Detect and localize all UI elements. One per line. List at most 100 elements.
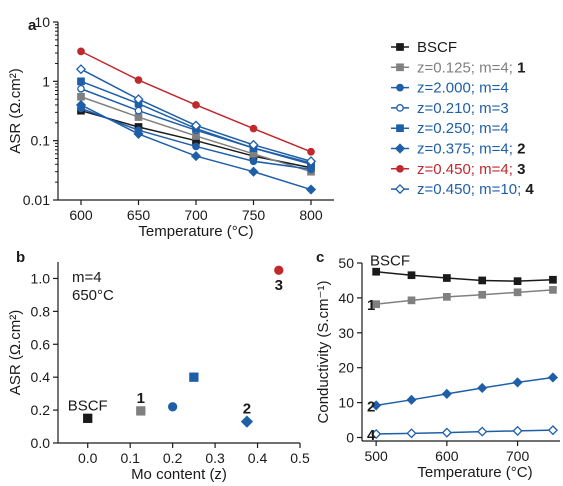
series-5-point (190, 150, 202, 162)
legend-series-name: z=0.450; m=10; (417, 181, 521, 198)
legend-marker-6 (396, 164, 404, 173)
series-3-point (371, 428, 382, 440)
y-tick-label: 0.1 (31, 133, 51, 149)
annotation-line: m=4 (72, 269, 102, 286)
x-tick-label: 700 (506, 448, 530, 464)
y-tick-label: 0 (346, 430, 354, 446)
series-5-point (305, 184, 317, 195)
point-2 (167, 402, 178, 412)
y-tick-label: 10 (34, 14, 50, 30)
series-2-point (249, 157, 258, 166)
x-tick-label: 500 (364, 448, 388, 464)
y-tick-label: 40 (338, 290, 354, 306)
x-tick-label: 0.2 (163, 450, 183, 466)
series-1-point (77, 92, 85, 101)
series-0-point (443, 274, 451, 282)
legend-series-name: z=0.250; m=4 (417, 120, 509, 137)
legend-marker-0 (396, 43, 404, 51)
series-label-2: 2 (367, 398, 375, 415)
series-label-3: 4 (367, 427, 376, 444)
series-6-point (249, 124, 258, 133)
series-1-point (478, 290, 487, 299)
series-3-point (406, 428, 417, 439)
series-2-point (192, 142, 200, 151)
y-tick-label: 1.0 (31, 270, 51, 286)
legend-marker-7 (394, 184, 406, 195)
x-tick-label: 750 (242, 207, 266, 223)
point-5 (274, 265, 284, 275)
legend-series-name: z=0.210; m=3 (417, 100, 509, 117)
series-3-point (441, 427, 452, 438)
x-axis-title: Temperature (°C) (417, 464, 532, 481)
y-tick-label: 30 (338, 325, 354, 341)
series-3-point (134, 106, 143, 115)
legend-marker-1 (396, 63, 404, 72)
series-2-point (371, 400, 382, 411)
legend-series-name: z=2.000; m=4 (417, 80, 509, 97)
series-7-point (305, 156, 317, 167)
series-0-point (513, 277, 522, 285)
series-7-point (133, 94, 144, 105)
series-7-point (248, 139, 259, 150)
series-1-point (513, 288, 522, 297)
series-2-point (441, 388, 452, 399)
panel-b-chart: 0.0 0.2 0.4 0.6 0.8 1.0 0.0 0.1 0.2 0.3 0.4 0.5 Mo c… (7, 262, 310, 483)
x-tick-label: 0.3 (205, 450, 225, 466)
legend-series-tag: 3 (513, 161, 526, 178)
series-1-point (407, 296, 416, 305)
y-tick-label: 50 (338, 255, 354, 271)
panel-label-c: c (316, 249, 324, 266)
legend-label-5: z=0.375; m=4; 2 (417, 141, 525, 158)
legend-marker-3 (396, 104, 404, 112)
series-1-point (549, 286, 557, 294)
y-tick-label: 0.8 (31, 303, 51, 319)
x-tick-label: 600 (69, 207, 93, 223)
series-6-point (134, 76, 143, 84)
panel-label-a: a (28, 17, 37, 34)
series-2-point (477, 382, 488, 394)
series-7-point (75, 64, 87, 75)
x-tick-label: 600 (435, 448, 459, 464)
x-tick-label: 650 (127, 207, 151, 223)
series-line-0 (376, 270, 553, 282)
series-3-point (547, 425, 559, 436)
point-label-4: 2 (243, 401, 251, 418)
x-tick-label: 0.5 (290, 450, 310, 466)
series-5-point (75, 99, 87, 111)
legend-series-name: z=0.375; m=4; (417, 141, 513, 158)
legend-series-tag: 4 (521, 181, 534, 198)
series-2-point (406, 394, 417, 405)
legend-label-2: z=2.000; m=4 (417, 80, 509, 97)
legend-series-tag: 2 (513, 141, 526, 158)
point-label-1: 1 (137, 390, 145, 407)
panel-label-b: b (16, 249, 25, 266)
x-axis-title: Temperature (°C) (138, 223, 253, 240)
legend-marker-5 (394, 143, 406, 154)
x-tick-label: 700 (184, 207, 208, 223)
x-tick-label: 800 (299, 207, 323, 223)
series-5-point (248, 166, 259, 177)
legend-label-7: z=0.450; m=10; 4 (417, 181, 534, 198)
x-tick-label: 0.4 (248, 450, 268, 466)
point-label-5: 3 (275, 277, 283, 294)
series-5-point (133, 128, 144, 139)
legend-label-4: z=0.250; m=4 (417, 120, 509, 137)
series-2-point (512, 377, 523, 388)
legend-label-1: z=0.125; m=4; 1 (417, 59, 525, 76)
point-label-0: BSCF (68, 397, 108, 414)
annotation-line: 650°C (72, 287, 114, 304)
series-3-point (512, 425, 523, 436)
series-0-point (478, 276, 487, 285)
legend-series-name: z=0.125; m=4; (417, 59, 513, 76)
series-0-point (407, 271, 416, 280)
y-tick-label: 10 (338, 395, 354, 411)
panel-a-chart: 0.01 0.1 1 10 600 650 700 750 800 Temperature (°C… (7, 14, 334, 240)
legend-series-tag: 1 (513, 59, 526, 76)
x-axis-title: Mo content (z) (131, 466, 227, 483)
legend-marker-2 (396, 83, 404, 92)
series-3-point (477, 426, 488, 437)
y-tick-label: 1 (42, 73, 50, 89)
series-4-point (77, 77, 85, 86)
